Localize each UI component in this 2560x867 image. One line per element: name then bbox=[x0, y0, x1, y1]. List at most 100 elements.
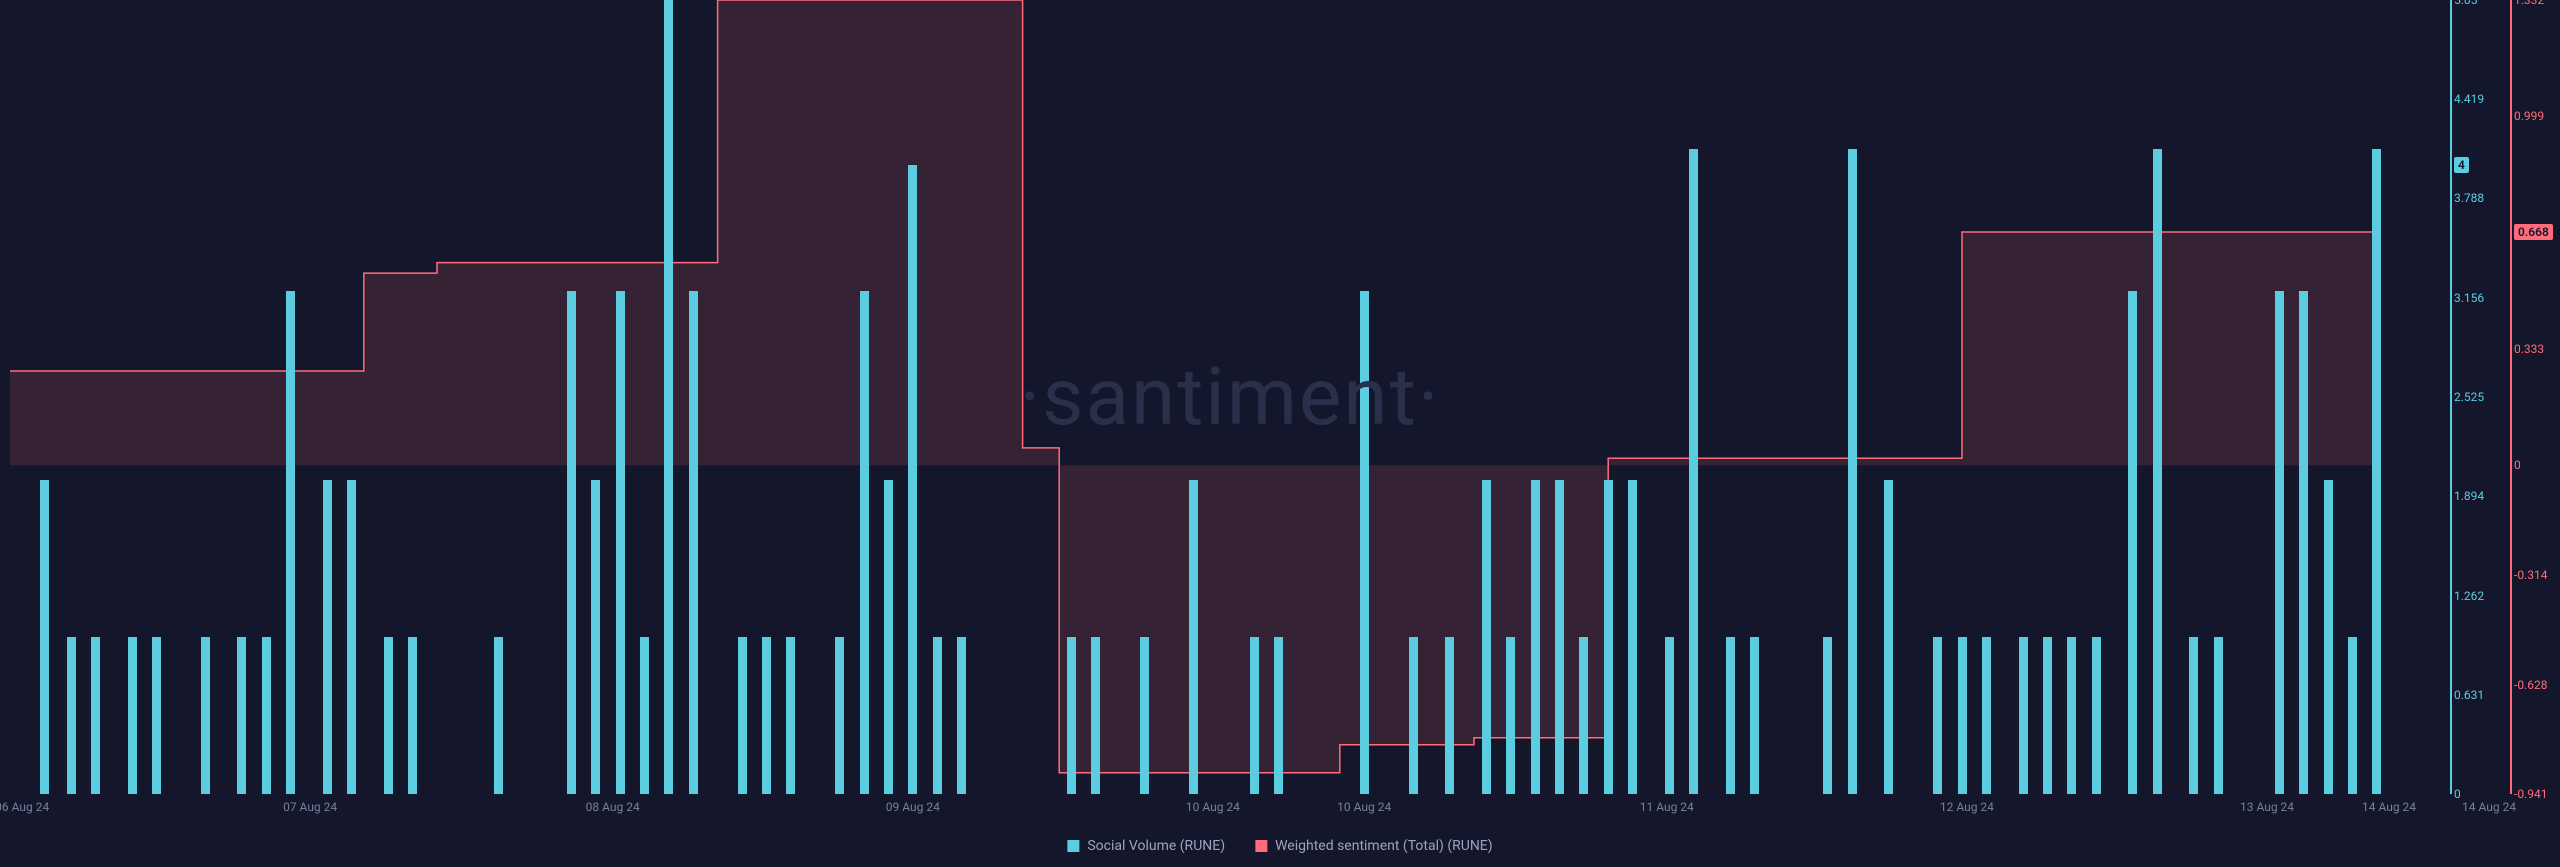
legend: Social Volume (RUNE) Weighted sentiment … bbox=[1067, 838, 1492, 854]
bar[interactable] bbox=[128, 637, 137, 794]
bar[interactable] bbox=[2043, 637, 2052, 794]
x-tick: 07 Aug 24 bbox=[283, 800, 337, 814]
bar[interactable] bbox=[2214, 637, 2223, 794]
bar[interactable] bbox=[860, 291, 869, 794]
bar[interactable] bbox=[1189, 480, 1198, 794]
plot-area[interactable]: ·santiment· bbox=[10, 0, 2450, 794]
bar[interactable] bbox=[908, 165, 917, 794]
bar[interactable] bbox=[40, 480, 49, 794]
x-tick: 10 Aug 24 bbox=[1186, 800, 1240, 814]
y-tick-left: 1.262 bbox=[2454, 589, 2484, 603]
y-axis-left-line bbox=[2450, 0, 2452, 794]
y-tick-left: 2.525 bbox=[2454, 390, 2484, 404]
bar[interactable] bbox=[933, 637, 942, 794]
bar[interactable] bbox=[2128, 291, 2137, 794]
bar[interactable] bbox=[2348, 637, 2357, 794]
bar[interactable] bbox=[286, 291, 295, 794]
sentiment-area bbox=[10, 0, 2450, 794]
bar[interactable] bbox=[152, 637, 161, 794]
x-tick: 09 Aug 24 bbox=[886, 800, 940, 814]
bar[interactable] bbox=[835, 637, 844, 794]
x-tick: 12 Aug 24 bbox=[1940, 800, 1994, 814]
bar[interactable] bbox=[2019, 637, 2028, 794]
y-tick-right: -0.941 bbox=[2514, 787, 2547, 801]
bar[interactable] bbox=[1726, 637, 1735, 794]
legend-item-social-volume[interactable]: Social Volume (RUNE) bbox=[1067, 838, 1225, 854]
bar[interactable] bbox=[67, 637, 76, 794]
bar[interactable] bbox=[1823, 637, 1832, 794]
bar[interactable] bbox=[1067, 637, 1076, 794]
y-tick-right: 0.999 bbox=[2514, 109, 2544, 123]
bar[interactable] bbox=[689, 291, 698, 794]
bar[interactable] bbox=[567, 291, 576, 794]
bar[interactable] bbox=[237, 637, 246, 794]
bar[interactable] bbox=[616, 291, 625, 794]
bar[interactable] bbox=[1360, 291, 1369, 794]
bar[interactable] bbox=[1750, 637, 1759, 794]
bar[interactable] bbox=[2275, 291, 2284, 794]
bar[interactable] bbox=[408, 637, 417, 794]
bar[interactable] bbox=[91, 637, 100, 794]
legend-swatch bbox=[1255, 840, 1267, 852]
y-tick-left: 0 bbox=[2454, 787, 2461, 801]
bar[interactable] bbox=[786, 637, 795, 794]
bar[interactable] bbox=[262, 637, 271, 794]
bar[interactable] bbox=[2324, 480, 2333, 794]
y-tick-right: 0.333 bbox=[2514, 342, 2544, 356]
bar[interactable] bbox=[2189, 637, 2198, 794]
bar[interactable] bbox=[323, 480, 332, 794]
bar[interactable] bbox=[640, 637, 649, 794]
bar[interactable] bbox=[1274, 637, 1283, 794]
bar[interactable] bbox=[957, 637, 966, 794]
bar[interactable] bbox=[1848, 149, 1857, 794]
y-tick-right: 1.332 bbox=[2514, 0, 2544, 7]
legend-label: Social Volume (RUNE) bbox=[1087, 838, 1225, 854]
y-tick-left: 3.788 bbox=[2454, 191, 2484, 205]
bar[interactable] bbox=[1250, 637, 1259, 794]
bar[interactable] bbox=[1689, 149, 1698, 794]
bar[interactable] bbox=[1555, 480, 1564, 794]
bar[interactable] bbox=[1604, 480, 1613, 794]
bar[interactable] bbox=[1445, 637, 1454, 794]
bar[interactable] bbox=[884, 480, 893, 794]
y-axis-right: -0.941-0.628-0.31400.3330.6680.9991.332 bbox=[2514, 0, 2560, 794]
bar[interactable] bbox=[2067, 637, 2076, 794]
x-tick: 14 Aug 24 bbox=[2362, 800, 2416, 814]
bar[interactable] bbox=[2372, 149, 2381, 794]
bar[interactable] bbox=[2299, 291, 2308, 794]
chart-container: ·santiment· 06 Aug 2407 Aug 2408 Aug 240… bbox=[0, 0, 2560, 867]
bar[interactable] bbox=[1482, 480, 1491, 794]
bar[interactable] bbox=[201, 637, 210, 794]
bar[interactable] bbox=[664, 0, 673, 794]
bar[interactable] bbox=[591, 480, 600, 794]
y-tick-left: 5.05 bbox=[2454, 0, 2477, 7]
bar[interactable] bbox=[2153, 149, 2162, 794]
x-tick: 14 Aug 24 bbox=[2462, 800, 2516, 814]
bar[interactable] bbox=[1958, 637, 1967, 794]
legend-swatch bbox=[1067, 840, 1079, 852]
bar[interactable] bbox=[1884, 480, 1893, 794]
bar[interactable] bbox=[384, 637, 393, 794]
bar[interactable] bbox=[2092, 637, 2101, 794]
bar[interactable] bbox=[1091, 637, 1100, 794]
y-tick-left: 1.894 bbox=[2454, 489, 2484, 503]
current-value-badge-right: 0.668 bbox=[2514, 224, 2553, 240]
bar[interactable] bbox=[347, 480, 356, 794]
x-tick: 08 Aug 24 bbox=[586, 800, 640, 814]
bar[interactable] bbox=[1506, 637, 1515, 794]
bar[interactable] bbox=[1531, 480, 1540, 794]
legend-item-weighted-sentiment[interactable]: Weighted sentiment (Total) (RUNE) bbox=[1255, 838, 1493, 854]
bar[interactable] bbox=[494, 637, 503, 794]
bar[interactable] bbox=[1140, 637, 1149, 794]
y-tick-right: -0.314 bbox=[2514, 568, 2547, 582]
bar[interactable] bbox=[1409, 637, 1418, 794]
y-tick-left: 4.419 bbox=[2454, 92, 2484, 106]
y-tick-right: 0 bbox=[2514, 458, 2521, 472]
bar[interactable] bbox=[762, 637, 771, 794]
bar[interactable] bbox=[1933, 637, 1942, 794]
bar[interactable] bbox=[1665, 637, 1674, 794]
bar[interactable] bbox=[738, 637, 747, 794]
bar[interactable] bbox=[1628, 480, 1637, 794]
bar[interactable] bbox=[1982, 637, 1991, 794]
bar[interactable] bbox=[1579, 637, 1588, 794]
